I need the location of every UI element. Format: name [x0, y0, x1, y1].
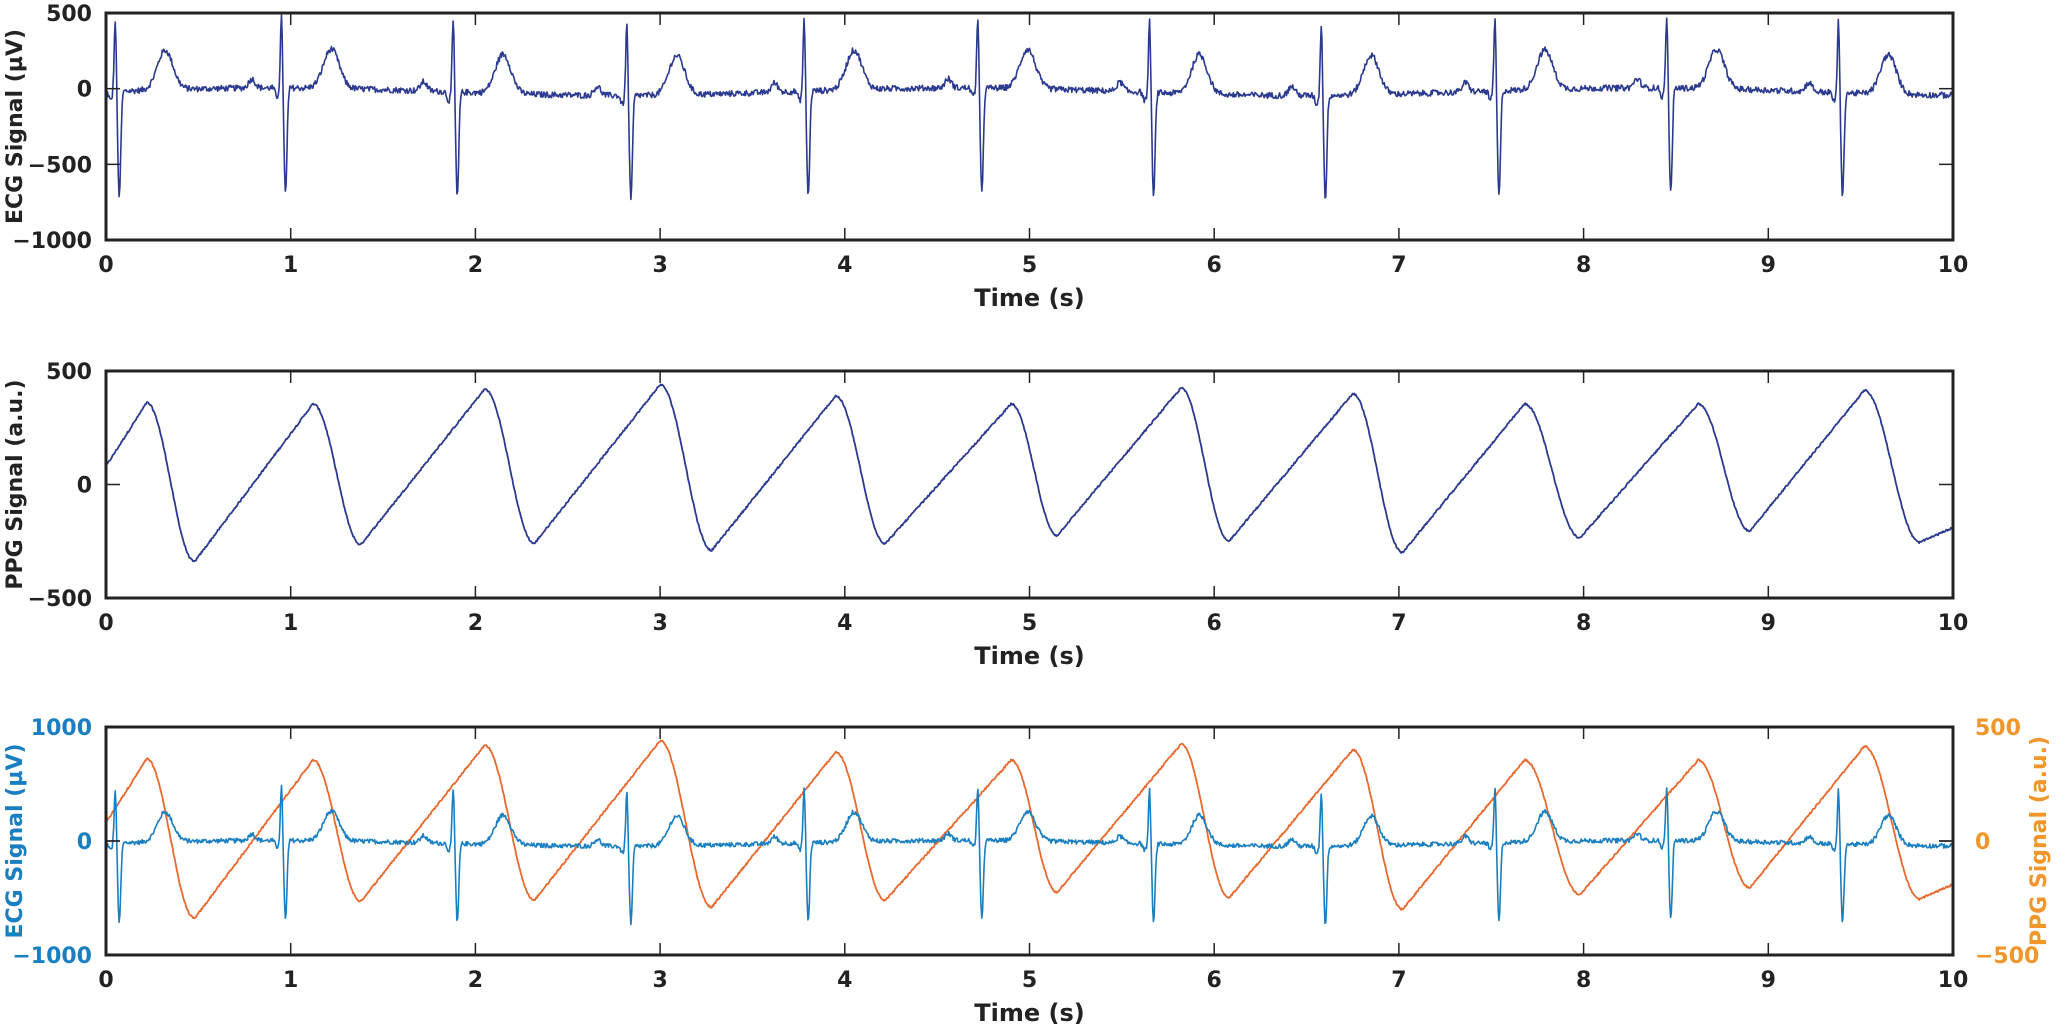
ppg-y-tick-label: −500: [28, 587, 92, 612]
ecg-series-line: [105, 14, 1954, 201]
overlay-left-y-ticks: 1000 0 −1000: [12, 716, 1953, 969]
overlay-x-tick-label: 9: [1761, 968, 1776, 993]
ppg-plot-frame: [104, 369, 1955, 600]
ppg-y-ticks: 500 0 −500: [28, 360, 1953, 612]
ecg-x-tick-label: 5: [1022, 253, 1037, 278]
ecg-x-tick-label: 2: [468, 253, 483, 278]
ppg-x-tick-label: 2: [468, 611, 483, 636]
ecg-x-axis-label: Time (s): [974, 284, 1084, 312]
ppg-x-tick-label: 9: [1761, 611, 1776, 636]
overlay-x-tick-label: 10: [1938, 968, 1969, 993]
overlay-right-y-tick-label: 0: [1975, 830, 1990, 855]
ecg-x-tick-label: 6: [1207, 253, 1222, 278]
ecg-y-ticks: 500 0 −500 −1000: [12, 2, 1953, 254]
overlay-x-tick-label: 8: [1576, 968, 1591, 993]
ecg-x-tick-label: 7: [1391, 253, 1406, 278]
ecg-y-axis-label: ECG Signal (µV): [3, 29, 28, 224]
overlay-left-y-tick-label: −1000: [12, 944, 92, 969]
ecg-y-tick-label: −1000: [12, 229, 92, 254]
ppg-x-tick-label: 5: [1022, 611, 1037, 636]
ecg-x-ticks: 0 1 2 3 4 5 6 7 8 9 10: [98, 13, 1968, 278]
overlay-x-tick-label: 3: [652, 968, 667, 993]
ecg-x-tick-label: 8: [1576, 253, 1591, 278]
overlay-left-y-axis-label: ECG Signal (µV): [3, 743, 28, 938]
ppg-x-tick-label: 3: [652, 611, 667, 636]
ecg-y-tick-label: −500: [28, 153, 92, 178]
overlay-right-y-ticks: 500 0 −500: [106, 716, 2039, 969]
overlay-x-tick-label: 6: [1207, 968, 1222, 993]
ppg-y-axis-label: PPG Signal (a.u.): [3, 379, 28, 589]
ppg-x-tick-label: 8: [1576, 611, 1591, 636]
ecg-plot-frame: [104, 11, 1955, 242]
overlay-x-tick-label: 5: [1022, 968, 1037, 993]
ppg-x-tick-label: 7: [1391, 611, 1406, 636]
ecg-x-tick-label: 4: [837, 253, 852, 278]
ppg-x-ticks: 0 1 2 3 4 5 6 7 8 9 10: [98, 371, 1968, 636]
ppg-x-axis-label: Time (s): [974, 642, 1084, 670]
overlay-x-tick-label: 4: [837, 968, 852, 993]
ppg-x-tick-label: 10: [1938, 611, 1969, 636]
ecg-y-tick-label: 500: [46, 2, 92, 27]
overlay-x-tick-label: 7: [1391, 968, 1406, 993]
ppg-y-tick-label: 0: [77, 474, 92, 499]
overlay-left-y-tick-label: 0: [77, 830, 92, 855]
ecg-x-tick-label: 1: [283, 253, 298, 278]
ppg-y-tick-label: 500: [46, 360, 92, 385]
ppg-series-line: [105, 383, 1954, 563]
overlay-left-y-tick-label: 1000: [31, 716, 92, 741]
overlay-right-y-axis-label: PPG Signal (a.u.): [2027, 736, 2052, 946]
overlay-x-axis-label: Time (s): [974, 999, 1084, 1027]
ecg-y-tick-label: 0: [77, 78, 92, 103]
overlay-ecg-series-line: [105, 784, 1954, 926]
ecg-x-tick-label: 0: [98, 253, 113, 278]
overlay-x-tick-label: 2: [468, 968, 483, 993]
ecg-x-tick-label: 3: [652, 253, 667, 278]
overlay-right-y-tick-label: −500: [1975, 944, 2039, 969]
overlay-right-y-tick-label: 500: [1975, 716, 2021, 741]
ppg-x-tick-label: 4: [837, 611, 852, 636]
ppg-x-tick-label: 1: [283, 611, 298, 636]
overlay-ppg-series-line: [105, 739, 1954, 919]
ecg-x-tick-label: 9: [1761, 253, 1776, 278]
overlay-x-tick-label: 1: [283, 968, 298, 993]
ecg-x-tick-label: 10: [1938, 253, 1969, 278]
ppg-x-tick-label: 6: [1207, 611, 1222, 636]
overlay-x-ticks: 0 1 2 3 4 5 6 7 8 9 10: [98, 727, 1968, 993]
ecg-panel: 0 1 2 3 4 5 6 7 8 9 10 500 0 −500 −1000 Time (s) ECG …: [3, 2, 1968, 312]
ppg-x-tick-label: 0: [98, 611, 113, 636]
overlay-x-tick-label: 0: [98, 968, 113, 993]
